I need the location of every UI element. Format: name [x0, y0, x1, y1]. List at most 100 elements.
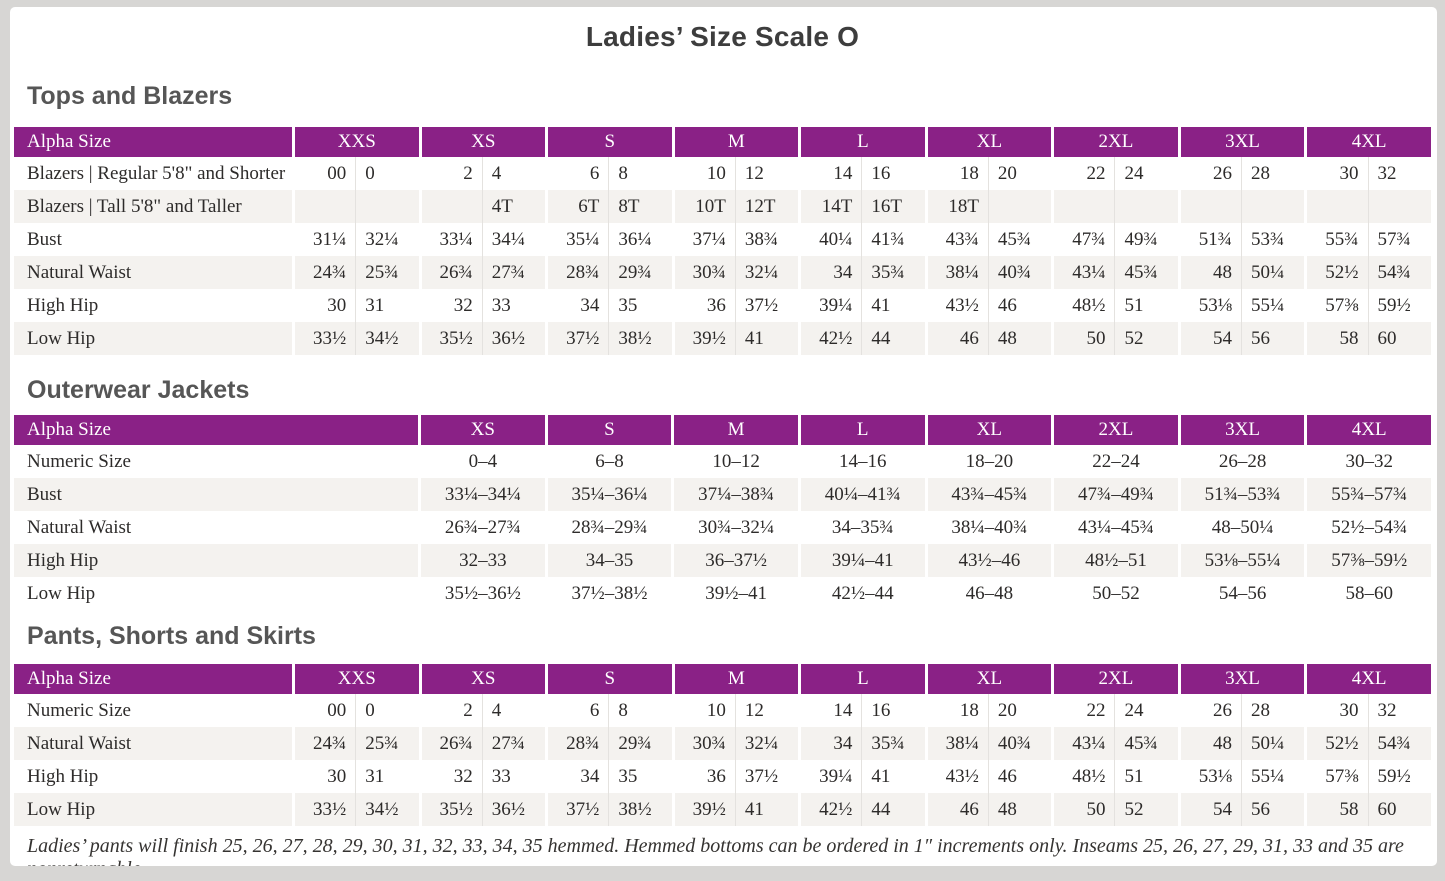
size-value-cell: 55¼: [1240, 760, 1304, 793]
size-value-cell: 46: [924, 793, 988, 826]
size-value-cell: 46: [987, 760, 1051, 793]
size-value-cell: 32¼: [734, 727, 799, 760]
size-value-cell: 30¾: [671, 256, 735, 289]
size-value-cell: 49¾: [1114, 223, 1177, 256]
row-label: Low Hip: [14, 793, 292, 826]
size-value-cell: 10: [671, 157, 735, 190]
size-value-cell: 31¼: [292, 223, 355, 256]
size-value-cell: [418, 190, 482, 223]
size-value-cell: 60: [1367, 793, 1431, 826]
size-table: Alpha Size XS S M L XL 2XL 3XL 4XL Numeric Size 0–…: [14, 415, 1431, 610]
size-value-cell: 26: [1177, 694, 1241, 727]
size-value-cell: 6–8: [544, 445, 672, 478]
size-value-cell: 24¾: [292, 256, 356, 289]
size-value-cell: 32: [418, 760, 482, 793]
size-value-cell: 32¼: [355, 223, 418, 256]
size-value-cell: 28: [1240, 157, 1304, 190]
size-value-cell: 39¼: [798, 760, 861, 793]
size-value-cell: 30: [292, 760, 355, 793]
size-value-cell: 38¼: [924, 727, 988, 760]
size-value-cell: [292, 190, 356, 223]
size-value-cell: 10: [671, 694, 735, 727]
size-value-cell: 52½: [1304, 256, 1368, 289]
size-value-cell: 41: [861, 289, 924, 322]
table-row: Low Hip 33½ 34½ 35½ 36½ 37½ 38½ 39½ 41 42½ 44 46 48 5…: [14, 322, 1431, 355]
size-value-cell: 58: [1304, 322, 1368, 355]
size-value-cell: 30¾–32¼: [671, 511, 798, 544]
size-header-xs: XS: [418, 664, 546, 694]
section-title: Pants, Shorts and Skirts: [27, 622, 316, 650]
size-value-cell: 59½: [1367, 289, 1431, 322]
size-value-cell: 41: [734, 322, 799, 355]
size-value-cell: 44: [861, 793, 925, 826]
size-value-cell: [1367, 190, 1431, 223]
size-value-cell: [987, 190, 1052, 223]
size-value-cell: 58–60: [1304, 577, 1431, 610]
size-value-cell: 33¼: [418, 223, 482, 256]
size-value-cell: 56: [1240, 793, 1305, 826]
size-value-cell: 41: [734, 793, 799, 826]
row-label: Natural Waist: [14, 727, 292, 760]
size-value-cell: 46: [987, 289, 1051, 322]
size-value-cell: 51: [1114, 289, 1177, 322]
table-row: High Hip 30 31 32 33 34 35 36 37½ 39¼ 41 43½ 46 48½ 51…: [14, 289, 1431, 322]
size-value-cell: 6T: [545, 190, 609, 223]
size-value-cell: 33½: [292, 793, 356, 826]
size-value-cell: 29¾: [608, 727, 672, 760]
size-value-cell: 39½: [671, 793, 735, 826]
row-label: Low Hip: [14, 322, 292, 355]
size-header-m: M: [671, 415, 798, 445]
size-value-cell: 37½: [734, 760, 798, 793]
table-row: Numeric Size 00 0 2 4 6 8 10 12 14 16 18 20 22 24 26 28 3…: [14, 694, 1431, 727]
size-value-cell: 48: [1177, 256, 1241, 289]
size-value-cell: 36: [671, 760, 735, 793]
size-value-cell: 57¾: [1367, 223, 1431, 256]
size-table-section: Outerwear Jackets Alpha Size XS S M L XL 2XL 3XL…: [14, 375, 1431, 610]
size-value-cell: 22: [1051, 157, 1114, 190]
header-row: Alpha Size XXS XS S M L XL 2XL 3XL 4XL: [14, 127, 1431, 157]
size-value-cell: 39½: [671, 322, 735, 355]
size-value-cell: 56: [1240, 322, 1305, 355]
size-value-cell: 27¾: [481, 727, 546, 760]
size-value-cell: 43¼: [1051, 727, 1115, 760]
size-value-cell: 8: [608, 694, 671, 727]
size-value-cell: 53⅛: [1177, 760, 1241, 793]
row-label: High Hip: [27, 294, 99, 316]
size-value-cell: 00: [292, 694, 355, 727]
table-row: Numeric Size 0–4 6–8 10–12 14–16 18–20 22–24 26…: [14, 445, 1431, 478]
size-value-cell: 39¼–41: [797, 544, 925, 577]
size-value-cell: 18: [924, 694, 988, 727]
size-value-cell: 52½–54¾: [1304, 511, 1431, 544]
size-header-m: M: [671, 127, 799, 157]
size-value-cell: 34: [798, 256, 862, 289]
size-value-cell: 24: [1114, 694, 1177, 727]
size-value-cell: 14: [798, 157, 861, 190]
size-value-cell: 33½: [292, 322, 356, 355]
size-value-cell: 28¾: [545, 727, 609, 760]
section-title: Tops and Blazers: [27, 82, 233, 110]
size-value-cell: 14T: [798, 190, 862, 223]
table-row: Natural Waist 26¾–27¾ 28¾–29¾ 30¾–32¼ 34–35¾…: [14, 511, 1431, 544]
size-value-cell: 52: [1114, 322, 1178, 355]
size-value-cell: 38¾: [734, 223, 798, 256]
table-row: Low Hip 35½–36½ 37½–38½ 39½–41 42½–44 46–48 50…: [14, 577, 1431, 610]
size-value-cell: 31: [355, 289, 418, 322]
size-header-s: S: [545, 664, 672, 694]
size-value-cell: 25¾: [355, 256, 419, 289]
size-value-cell: 37¼: [671, 223, 735, 256]
size-value-cell: 20: [987, 694, 1051, 727]
size-value-cell: 32: [418, 289, 482, 322]
footnote-text: Ladies’ pants will finish 25, 26, 27, 28…: [27, 835, 1404, 866]
size-value-cell: 35¼: [545, 223, 608, 256]
size-value-cell: 34: [798, 727, 862, 760]
size-value-cell: 47¾–49¾: [1051, 478, 1178, 511]
size-value-cell: 00: [292, 157, 355, 190]
size-value-cell: 54¾: [1367, 256, 1431, 289]
size-value-cell: 16: [861, 694, 924, 727]
size-value-cell: 12T: [734, 190, 799, 223]
row-label: Blazers | Regular 5'8" and Shorter: [27, 162, 286, 184]
size-header-4xl: 4XL: [1304, 127, 1431, 157]
row-label: Low Hip: [27, 582, 96, 604]
size-value-cell: 4T: [481, 190, 546, 223]
size-value-cell: 48: [987, 322, 1052, 355]
